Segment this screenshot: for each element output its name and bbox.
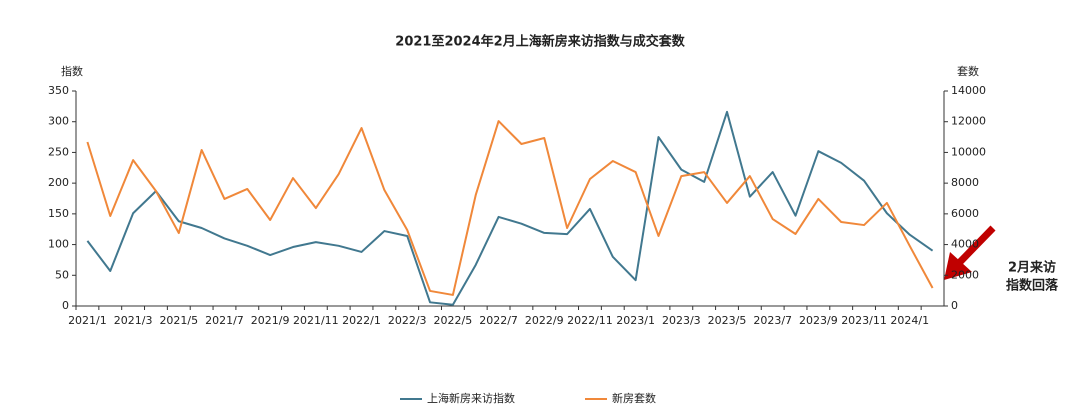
x-tick-label: 2023/5 (708, 314, 747, 327)
y-axis-label: 指数 (61, 64, 83, 78)
y-tick-label: 100 (48, 238, 69, 251)
y2-tick-label: 4000 (951, 238, 979, 251)
y-tick-label: 0 (62, 299, 69, 312)
y2-tick-label: 6000 (951, 207, 979, 220)
x-tick-label: 2023/7 (753, 314, 792, 327)
x-tick-label: 2021/5 (159, 314, 198, 327)
x-tick-label: 2023/9 (799, 314, 838, 327)
x-tick-label: 2021/7 (205, 314, 244, 327)
x-tick-label: 2022/1 (342, 314, 381, 327)
y-tick-label: 350 (48, 84, 69, 97)
annotation: 2月来访 (1008, 260, 1056, 276)
arrow (944, 225, 996, 280)
chart-title: 2021至2024年2月上海新房来访指数与成交套数 (395, 34, 685, 50)
y-tick-label: 50 (55, 268, 69, 281)
x-tick-label: 2022/5 (434, 314, 473, 327)
y2-axis-label: 套数 (957, 65, 979, 78)
y2-tick-label: 10000 (951, 145, 986, 158)
annotation: 指数回落 (1006, 278, 1059, 294)
y2-tick-label: 8000 (951, 176, 979, 189)
x-tick-label: 2022/9 (525, 314, 564, 327)
x-tick-label: 2022/7 (479, 314, 518, 327)
x-tick-label: 2023/3 (662, 314, 701, 327)
y-tick-label: 150 (48, 207, 69, 220)
series-line (86, 110, 934, 306)
x-tick-label: 2023/11 (841, 314, 887, 327)
y2-tick-label: 0 (951, 299, 958, 312)
y-tick-label: 250 (48, 145, 69, 158)
x-tick-label: 2021/3 (114, 314, 153, 327)
x-tick-label: 2021/9 (251, 314, 290, 327)
legend-label: 新房套数 (612, 391, 656, 405)
legend-label: 上海新房来访指数 (427, 391, 515, 405)
x-tick-label: 2022/3 (388, 314, 427, 327)
y2-tick-label: 12000 (951, 115, 986, 128)
y2-tick-label: 14000 (951, 84, 986, 97)
x-tick-label: 2022/11 (567, 314, 613, 327)
series-line (86, 120, 934, 296)
x-tick-label: 2023/1 (616, 314, 655, 327)
x-tick-label: 2021/1 (68, 314, 107, 327)
x-tick-label: 2021/11 (293, 314, 339, 327)
y-tick-label: 300 (48, 115, 69, 128)
y2-tick-label: 2000 (951, 268, 979, 281)
y-tick-label: 200 (48, 176, 69, 189)
x-tick-label: 2024/1 (890, 314, 929, 327)
